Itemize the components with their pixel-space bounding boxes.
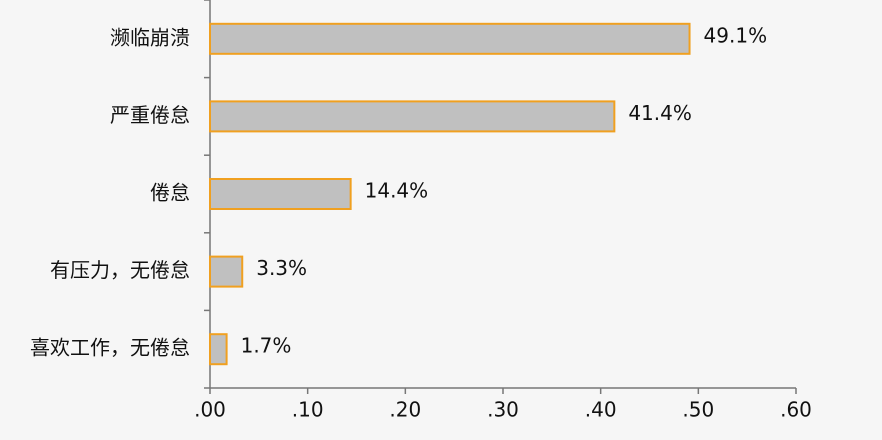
bar (209, 22, 691, 55)
value-label: 49.1% (704, 23, 768, 47)
x-tick-label: .00 (194, 398, 226, 422)
bar (209, 255, 244, 288)
x-tick-label: .30 (487, 398, 519, 422)
value-label: 14.4% (365, 179, 429, 203)
bar (209, 178, 352, 210)
bar (209, 333, 228, 366)
x-tick-label: .50 (682, 398, 714, 422)
value-label: 41.4% (628, 101, 692, 125)
y-tick-label: 有压力，无倦怠 (50, 258, 190, 282)
value-label: 3.3% (256, 256, 307, 280)
bar (209, 100, 616, 133)
x-tick-label: .60 (780, 398, 812, 422)
y-tick-label: 倦怠 (150, 181, 190, 205)
y-tick-label: 濒临崩溃 (110, 25, 190, 49)
x-tick-label: .20 (389, 398, 421, 422)
x-tick-label: .10 (292, 398, 324, 422)
y-tick-label: 严重倦怠 (110, 103, 190, 127)
x-tick-label: .40 (585, 398, 617, 422)
y-tick-label: 喜欢工作，无倦怠 (30, 336, 190, 360)
value-label: 1.7% (241, 334, 292, 358)
